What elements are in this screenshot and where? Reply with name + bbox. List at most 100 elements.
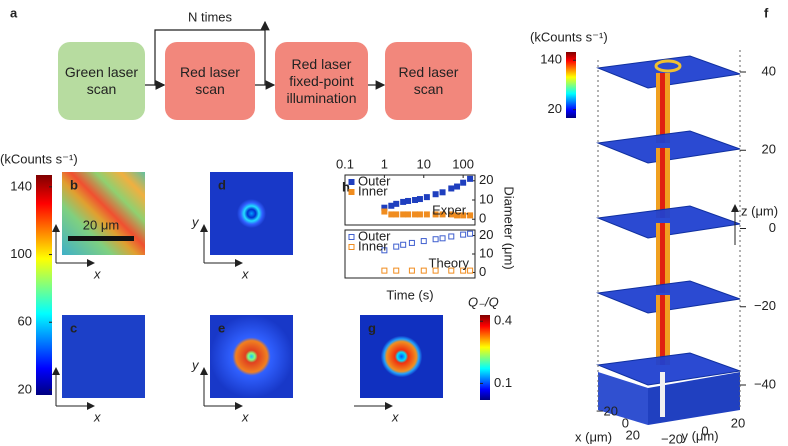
point <box>432 211 439 218</box>
legend-marker <box>348 189 355 195</box>
point <box>388 202 395 209</box>
point <box>460 231 467 238</box>
y-tick-label: 20 <box>479 227 493 242</box>
y-tick-label: 0 <box>479 211 486 226</box>
annotation: Exper. <box>432 202 469 217</box>
z-label: z (μm) <box>741 203 778 218</box>
image-g <box>360 315 443 398</box>
legend-marker <box>348 179 355 185</box>
point <box>420 238 427 245</box>
point <box>388 211 395 218</box>
legend-label: Inner <box>358 238 388 253</box>
scale-bar <box>68 236 134 241</box>
point <box>448 211 455 218</box>
axis-letter: y <box>191 357 200 372</box>
colorbar <box>36 175 52 395</box>
point <box>393 243 400 250</box>
image-e <box>210 315 293 398</box>
point <box>467 175 474 182</box>
panel-label: b <box>70 177 78 192</box>
panel-label: f <box>764 5 769 20</box>
z-tick-label: −40 <box>754 376 776 391</box>
stack-pillar <box>660 295 665 365</box>
x-tick-label: 1 <box>381 156 388 171</box>
y-tick-label: 0 <box>479 264 486 279</box>
colorbar-tick-label: 0.1 <box>494 375 512 390</box>
point <box>393 200 400 207</box>
colorbar <box>566 52 576 118</box>
legend-label: Outer <box>358 228 391 243</box>
legend-marker <box>348 244 355 250</box>
stack-pillar <box>660 223 665 293</box>
flow-step: Green laser scan <box>58 42 145 120</box>
stack-base <box>598 372 648 425</box>
colorbar-tick-label: 140 <box>540 52 562 67</box>
flow-step: Red laser scan <box>385 42 472 120</box>
stack-3d <box>596 50 741 425</box>
axis-letter: x <box>241 266 249 281</box>
colorbar-label: (kCounts s⁻¹) <box>530 29 608 44</box>
point <box>412 211 419 218</box>
image-d <box>210 172 293 255</box>
f-tick-label: −20 <box>596 403 618 418</box>
f-y-label: y (μm) <box>681 428 718 443</box>
point <box>439 211 446 218</box>
point <box>439 235 446 242</box>
point <box>448 233 455 240</box>
point <box>405 211 412 218</box>
x-label: Time (s) <box>386 287 433 302</box>
point <box>467 212 474 219</box>
panel-label: h <box>342 179 350 194</box>
point <box>460 179 467 186</box>
panel-label: g <box>368 320 376 335</box>
point <box>454 212 461 219</box>
colorbar-tick-label: 60 <box>18 314 32 329</box>
y-tick-label: 10 <box>479 245 493 260</box>
annotation: Theory <box>429 255 470 270</box>
axis-letter: x <box>93 266 101 281</box>
point <box>400 198 407 205</box>
stack-plane <box>596 130 741 164</box>
point <box>448 185 455 192</box>
stack-pillar <box>660 73 665 143</box>
scale-bar-label: 20 μm <box>83 217 119 232</box>
point <box>393 211 400 218</box>
panel-label: e <box>218 320 225 335</box>
panel-label: c <box>70 320 77 335</box>
point <box>454 183 461 190</box>
point <box>400 211 407 218</box>
f-x-label: x (μm) <box>575 429 612 444</box>
z-tick-label: 20 <box>762 142 776 157</box>
point <box>416 211 423 218</box>
point <box>405 197 412 204</box>
axis-letter: x <box>241 409 249 424</box>
point <box>381 208 388 215</box>
y-tick-label: 10 <box>479 191 493 206</box>
image-b <box>62 172 145 255</box>
point <box>460 267 467 274</box>
legend-marker <box>348 234 355 240</box>
point <box>412 197 419 203</box>
point <box>416 196 423 203</box>
point <box>432 191 439 198</box>
point <box>423 194 430 201</box>
axis-letter: x <box>391 409 399 424</box>
point <box>408 267 415 274</box>
panel-label: d <box>218 177 226 192</box>
point <box>400 241 407 248</box>
stack-pillar <box>660 372 665 417</box>
z-tick-label: −20 <box>754 298 776 313</box>
colorbar-label: (kCounts s⁻¹) <box>0 151 78 166</box>
y-label: Diameter (μm) <box>502 186 517 269</box>
point <box>460 212 467 219</box>
z-tick-label: 40 <box>762 63 776 78</box>
legend-label: Outer <box>358 173 391 188</box>
x-tick-label: 10 <box>417 156 431 171</box>
axis-letter: y <box>191 214 200 229</box>
point <box>432 267 439 274</box>
point <box>408 239 415 246</box>
point <box>439 189 446 196</box>
colorbar-label: Q₋/Q <box>468 294 499 309</box>
